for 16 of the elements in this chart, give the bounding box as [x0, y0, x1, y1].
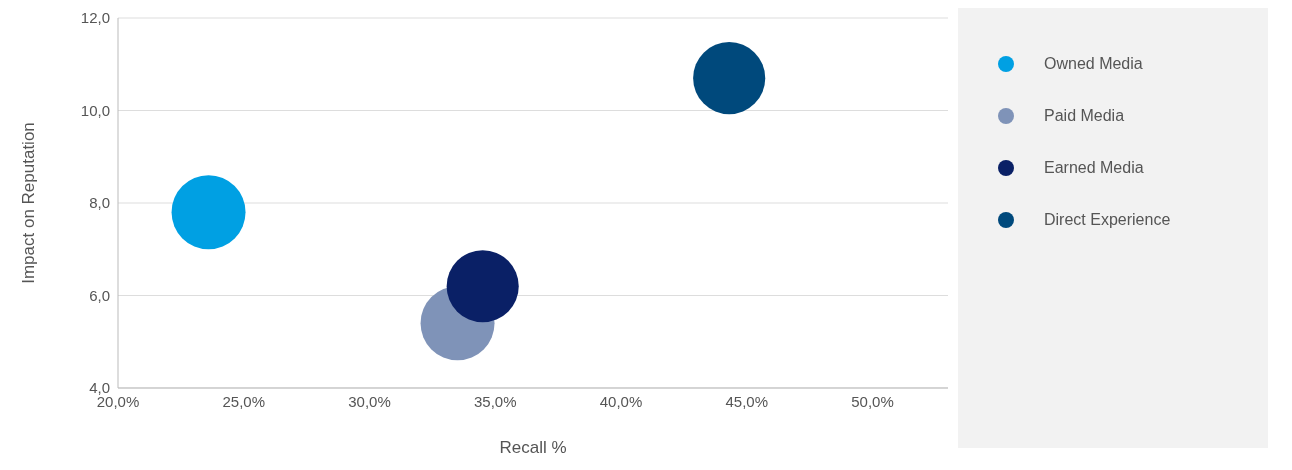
y-axis-title: Impact on Reputation — [19, 122, 39, 284]
y-tick-label: 6,0 — [89, 286, 110, 304]
y-tick-label: 12,0 — [80, 9, 110, 27]
x-axis-title: Recall % — [499, 438, 567, 457]
x-tick-label: 40,0% — [599, 392, 643, 410]
x-tick-label: 45,0% — [725, 392, 769, 410]
legend-label: Direct Experience — [1044, 211, 1171, 229]
legend-label: Earned Media — [1044, 159, 1144, 177]
y-tick-label: 8,0 — [89, 194, 110, 212]
x-tick-label: 35,0% — [474, 392, 517, 410]
x-tick-label: 50,0% — [851, 392, 894, 410]
x-tick-label: 30,0% — [348, 392, 391, 410]
y-tick-label: 10,0 — [80, 101, 110, 119]
legend-label: Paid Media — [1044, 107, 1125, 125]
x-tick-label: 25,0% — [222, 392, 266, 410]
legend-label: Owned Media — [1044, 55, 1143, 73]
